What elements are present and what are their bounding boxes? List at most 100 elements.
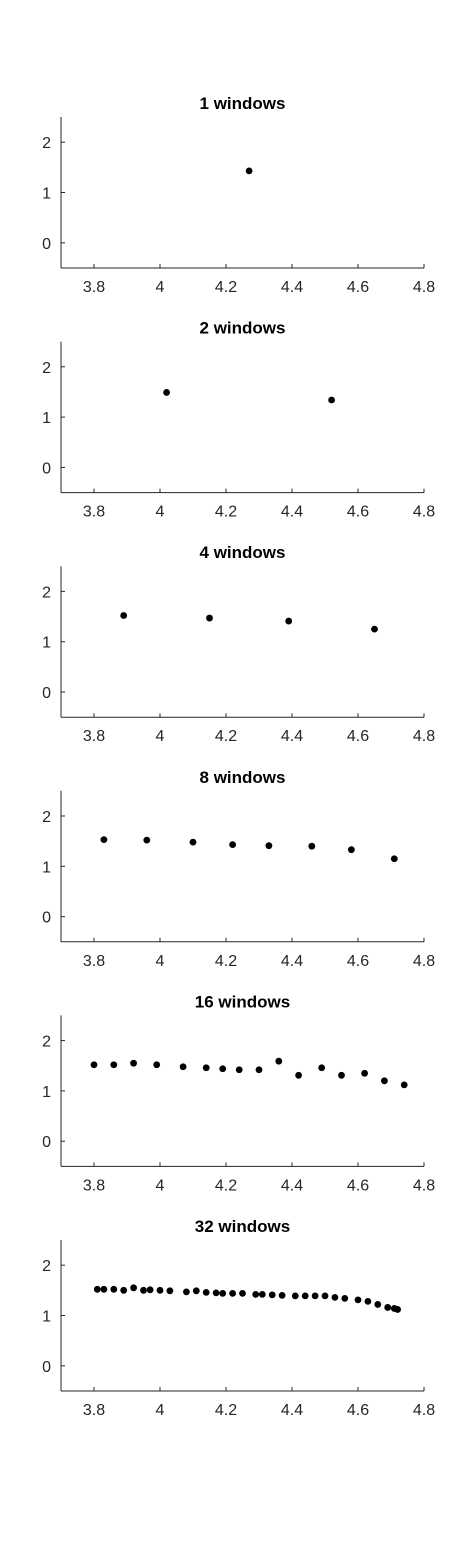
x-tick-label: 4.2 (215, 504, 237, 521)
data-point (120, 612, 128, 619)
y-tick-label: 0 (42, 1134, 51, 1151)
chart-panel-4: 8 windows 3.8 4 4.2 4.4 4.6 4.8 0 1 2 (42, 768, 435, 970)
y-tick-label: 0 (42, 236, 51, 253)
data-point (331, 1293, 339, 1301)
x-tick-label: 4.2 (215, 1402, 237, 1419)
data-point (301, 1292, 309, 1300)
y-tick-label: 1 (42, 1309, 51, 1326)
chart-title: 1 windows (200, 94, 286, 113)
data-point (255, 1066, 263, 1074)
y-tick-label: 1 (42, 635, 51, 652)
y-tick-label: 2 (42, 1258, 51, 1275)
data-point (278, 1291, 286, 1299)
data-point (212, 1289, 220, 1297)
chart-panel-2: 2 windows 3.8 4 4.2 4.4 4.6 4.8 0 1 2 (42, 319, 435, 521)
y-tick-label: 0 (42, 685, 51, 702)
x-tick-label: 4.8 (413, 953, 435, 970)
x-tick-label: 4.8 (413, 1177, 435, 1194)
data-point (328, 396, 335, 404)
data-point (130, 1059, 138, 1067)
data-point (239, 1289, 246, 1297)
data-point (219, 1289, 227, 1297)
data-point (374, 1301, 382, 1308)
x-tick-label: 4.6 (347, 728, 369, 745)
x-tick-label: 4.4 (281, 953, 303, 970)
data-point (110, 1061, 118, 1069)
data-point (140, 1286, 147, 1294)
x-tick-label: 4.2 (215, 953, 237, 970)
x-tick-label: 4.4 (281, 279, 303, 296)
x-tick-label: 4.4 (281, 504, 303, 521)
data-point (93, 1285, 101, 1293)
x-tick-label: 4.8 (413, 728, 435, 745)
data-point (400, 1081, 408, 1089)
y-tick-label: 2 (42, 360, 51, 377)
x-tick-label: 4.6 (347, 1177, 369, 1194)
x-tick-label: 4.2 (215, 1177, 237, 1194)
data-point (394, 1306, 401, 1313)
x-tick-label: 3.8 (83, 504, 105, 521)
chart-title: 8 windows (200, 768, 286, 787)
chart-panel-6: 32 windows 3.8 4 4.2 4.4 4.6 4.8 0 1 2 (42, 1217, 435, 1419)
y-tick-label: 0 (42, 910, 51, 927)
data-point (183, 1288, 190, 1296)
data-point (229, 841, 237, 849)
y-tick-label: 0 (42, 460, 51, 477)
x-tick-label: 4.6 (347, 504, 369, 521)
chart-title: 2 windows (200, 319, 286, 338)
data-point (189, 838, 197, 846)
data-point (166, 1287, 174, 1295)
data-point (235, 1066, 243, 1074)
data-point (163, 389, 171, 396)
data-point (338, 1071, 345, 1079)
data-point (130, 1284, 138, 1292)
x-tick-label: 3.8 (83, 728, 105, 745)
chart-title: 4 windows (200, 543, 286, 562)
data-point (156, 1286, 164, 1294)
data-point (192, 1287, 200, 1295)
data-point (308, 842, 316, 850)
data-point (146, 1286, 154, 1294)
data-point (361, 1069, 368, 1077)
x-tick-label: 4.8 (413, 1402, 435, 1419)
data-point (245, 167, 253, 175)
data-point (202, 1288, 210, 1296)
x-tick-label: 3.8 (83, 953, 105, 970)
chart-panel-1: 1 windows 3.8 4 4.2 4.4 4.6 4.8 0 1 2 (42, 94, 435, 296)
data-point (100, 1285, 108, 1293)
x-tick-label: 4.8 (413, 504, 435, 521)
data-point (275, 1057, 283, 1065)
data-point (285, 617, 293, 625)
x-tick-label: 4 (156, 1402, 165, 1419)
y-tick-label: 2 (42, 584, 51, 601)
data-point (206, 614, 213, 622)
data-point (354, 1296, 362, 1304)
x-tick-label: 4 (156, 728, 165, 745)
data-point (384, 1304, 392, 1311)
y-tick-label: 1 (42, 859, 51, 876)
chart-title: 32 windows (195, 1217, 290, 1236)
x-tick-label: 4 (156, 953, 165, 970)
data-point (179, 1063, 187, 1071)
y-tick-label: 2 (42, 135, 51, 152)
x-tick-label: 3.8 (83, 1402, 105, 1419)
data-point (229, 1289, 237, 1297)
y-tick-label: 1 (42, 1084, 51, 1101)
x-tick-label: 4.2 (215, 279, 237, 296)
data-point (381, 1077, 388, 1085)
data-point (153, 1061, 161, 1069)
data-point (265, 842, 273, 850)
data-point (341, 1294, 349, 1302)
y-tick-label: 1 (42, 186, 51, 203)
data-point (390, 855, 398, 863)
y-tick-label: 1 (42, 410, 51, 427)
data-point (321, 1292, 329, 1300)
data-point (295, 1071, 302, 1079)
y-tick-label: 2 (42, 809, 51, 826)
x-tick-label: 4.6 (347, 279, 369, 296)
data-point (371, 625, 378, 633)
data-point (318, 1064, 326, 1072)
data-point (252, 1290, 260, 1298)
data-point (202, 1064, 210, 1072)
